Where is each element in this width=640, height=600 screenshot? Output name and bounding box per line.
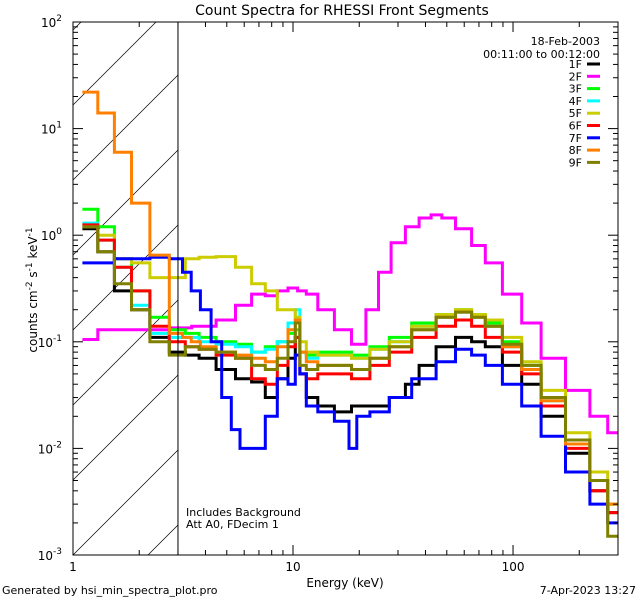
annotation-attenuator: Att A0, FDecim 1	[186, 518, 279, 531]
y-tick-label: 10-2	[38, 440, 62, 456]
legend-label-5F: 5F	[569, 107, 582, 120]
y-tick-label: 101	[41, 121, 62, 137]
legend-label-2F: 2F	[569, 70, 582, 83]
series-line-7F	[82, 255, 618, 525]
y-tick-label: 100	[41, 227, 62, 243]
legend-label-1F: 1F	[569, 58, 582, 71]
chart-title: Count Spectra for RHESSI Front Segments	[195, 3, 489, 19]
hatch-line	[73, 449, 178, 555]
x-tick-label: 10	[285, 560, 300, 574]
hatch-line	[73, 299, 178, 406]
hatch-line	[73, 224, 178, 331]
legend-label-4F: 4F	[569, 95, 582, 108]
y-tick-label: 10-1	[38, 334, 62, 350]
legend-label-8F: 8F	[569, 144, 582, 157]
legend-label-7F: 7F	[569, 132, 582, 145]
x-tick-label: 1	[69, 560, 77, 574]
y-axis-label: counts cm-2 s-1 keV-1	[25, 227, 40, 352]
footer-generated-by: Generated by hsi_min_spectra_plot.pro	[2, 584, 218, 597]
legend-label-3F: 3F	[569, 83, 582, 96]
annotation-background: Includes Background	[186, 506, 301, 519]
svg-text:counts cm-2 s-1 keV-1: counts cm-2 s-1 keV-1	[25, 227, 40, 352]
date-label: 18-Feb-2003	[531, 35, 600, 48]
legend-label-9F: 9F	[569, 156, 582, 169]
y-tick-label: 102	[41, 14, 62, 30]
series-line-4F	[82, 221, 618, 506]
x-axis-label: Energy (keV)	[306, 576, 383, 590]
hatch-line	[73, 374, 178, 481]
time-range-label: 00:11:00 to 00:12:00	[483, 48, 600, 61]
series-line-9F	[82, 225, 618, 538]
hatch-line	[73, 22, 157, 106]
hatched-region	[73, 0, 640, 555]
hatch-line	[448, 0, 640, 555]
series-line-2F	[82, 213, 618, 435]
series-line-8F	[82, 90, 618, 506]
y-tick-label: 10-3	[38, 547, 62, 563]
plot-frame	[72, 21, 619, 556]
footer-timestamp: 7-Apr-2023 13:27	[540, 584, 636, 597]
x-tick-label: 100	[502, 560, 525, 574]
legend-label-6F: 6F	[569, 120, 582, 133]
